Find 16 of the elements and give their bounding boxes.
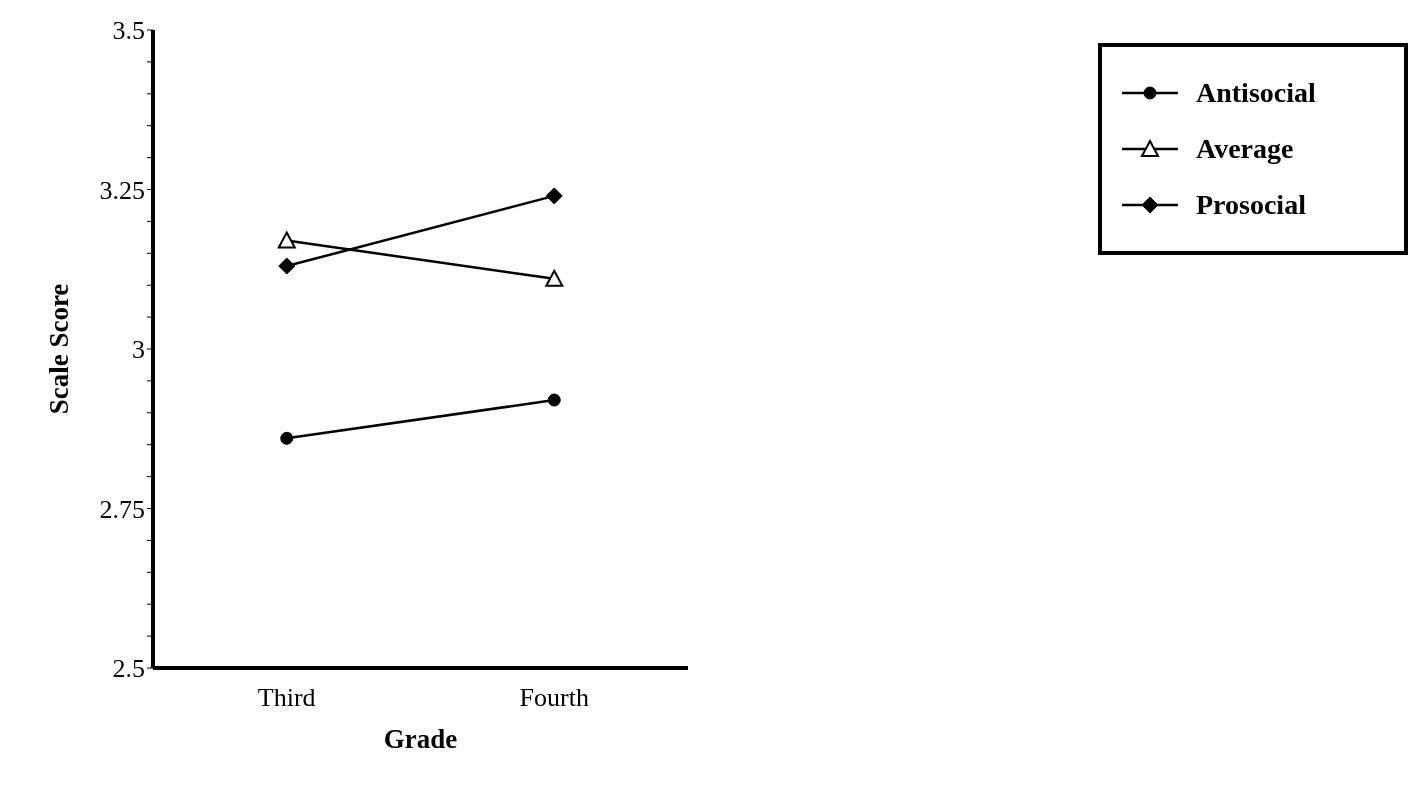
legend-label: Average bbox=[1196, 133, 1294, 165]
y-tick-label: 3 bbox=[132, 335, 145, 365]
point bbox=[547, 393, 561, 407]
point bbox=[278, 257, 296, 275]
y-tick-label: 2.5 bbox=[112, 654, 145, 684]
x-tick-label: Fourth bbox=[519, 683, 589, 713]
legend-label: Antisocial bbox=[1196, 77, 1316, 109]
point bbox=[545, 187, 563, 205]
legend-label: Prosocial bbox=[1196, 189, 1306, 221]
point bbox=[280, 431, 294, 445]
y-tick-label: 3.25 bbox=[99, 175, 145, 205]
y-tick-label: 2.75 bbox=[99, 494, 145, 524]
x-tick-label: Third bbox=[257, 683, 316, 713]
y-tick-label: 3.5 bbox=[112, 16, 145, 46]
y-axis-title: Scale Score bbox=[43, 283, 74, 415]
x-axis-title: Grade bbox=[383, 724, 458, 754]
